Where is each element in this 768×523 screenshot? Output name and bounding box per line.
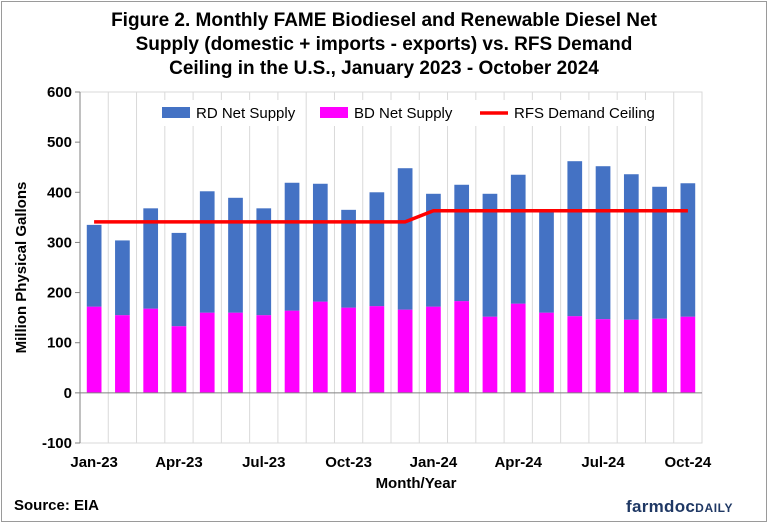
bar-bd-net-supply [652,318,667,393]
bar-rd-net-supply [510,174,526,304]
legend-swatch-bar [320,107,348,118]
legend-label: RFS Demand Ceiling [514,105,655,122]
bar-bd-net-supply [256,315,272,393]
bar-bd-net-supply [482,316,498,393]
bar-rd-net-supply [86,224,102,307]
bar-rd-net-supply [115,240,130,316]
x-tick-label: Oct-23 [325,454,372,471]
x-axis-title: Month/Year [376,475,457,492]
bar-rd-net-supply [482,193,498,317]
bar-rd-net-supply [595,166,611,320]
bar-bd-net-supply [312,301,328,393]
legend-swatch-bar [162,107,190,118]
y-tick-label: 400 [47,184,72,201]
bar-rd-net-supply [623,174,639,320]
y-tick-label: 200 [47,285,72,302]
bar-rd-net-supply [454,184,470,302]
bar-rd-net-supply [680,183,696,317]
bar-bd-net-supply [199,312,215,393]
chart-title-line-1: Figure 2. Monthly FAME Biodiesel and Ren… [111,10,657,31]
bar-bd-net-supply [86,306,102,393]
bar-rd-net-supply [143,208,159,309]
bar-bd-net-supply [454,301,470,393]
legend-label: BD Net Supply [354,105,453,122]
bar-rd-net-supply [199,191,215,313]
bar-bd-net-supply [115,315,130,393]
brand-logo: farmdocDAILY [626,497,733,517]
bar-rd-net-supply [312,183,328,302]
bar-bd-net-supply [426,306,441,393]
y-tick-label: 500 [47,134,72,151]
y-tick-label: 100 [47,335,72,352]
bar-bd-net-supply [397,309,413,393]
legend-label: RD Net Supply [196,105,296,122]
bar-bd-net-supply [284,310,300,393]
x-tick-label: Jul-24 [581,454,625,471]
bar-rd-net-supply [284,182,300,311]
y-tick-label: 0 [64,385,72,402]
bar-rd-net-supply [369,192,385,307]
x-tick-label: Oct-24 [665,454,712,471]
bar-bd-net-supply [567,316,583,393]
bar-rd-net-supply [652,186,667,319]
x-tick-label: Apr-24 [494,454,542,471]
line-rfs-demand-ceiling [94,209,688,224]
y-axis-title: Million Physical Gallons [13,182,30,354]
bar-bd-net-supply [595,319,611,393]
chart-title-line-3: Ceiling in the U.S., January 2023 - Octo… [169,58,599,79]
bar-rd-net-supply [426,193,441,307]
x-tick-label: Jul-23 [242,454,285,471]
x-tick-label: Jan-23 [70,454,118,471]
brand-suffix: DAILY [695,501,734,515]
bar-rd-net-supply [567,161,583,317]
bar-bd-net-supply [341,307,356,393]
bar-bd-net-supply [369,306,385,393]
bar-bd-net-supply [539,312,554,393]
x-tick-label: Jan-24 [410,454,458,471]
bar-bd-net-supply [143,308,159,393]
bar-rd-net-supply [341,209,356,308]
bar-rd-net-supply [171,232,187,327]
bar-bd-net-supply [510,303,526,393]
chart-title-line-2: Supply (domestic + imports - exports) vs… [135,34,633,55]
brand-name: farmdoc [626,497,696,516]
x-tick-label: Apr-23 [155,454,203,471]
y-tick-label: -100 [42,435,72,452]
bar-bd-net-supply [171,326,187,393]
y-tick-label: 600 [47,84,72,101]
bar-bd-net-supply [228,312,243,393]
bar-rd-net-supply [539,211,554,313]
bar-rd-net-supply [228,197,243,313]
bar-rd-net-supply [256,208,272,316]
source-note: Source: EIA [14,497,100,514]
bar-rd-net-supply [397,168,413,310]
bar-bd-net-supply [680,316,696,393]
bar-bd-net-supply [623,319,639,393]
y-tick-label: 300 [47,234,72,251]
